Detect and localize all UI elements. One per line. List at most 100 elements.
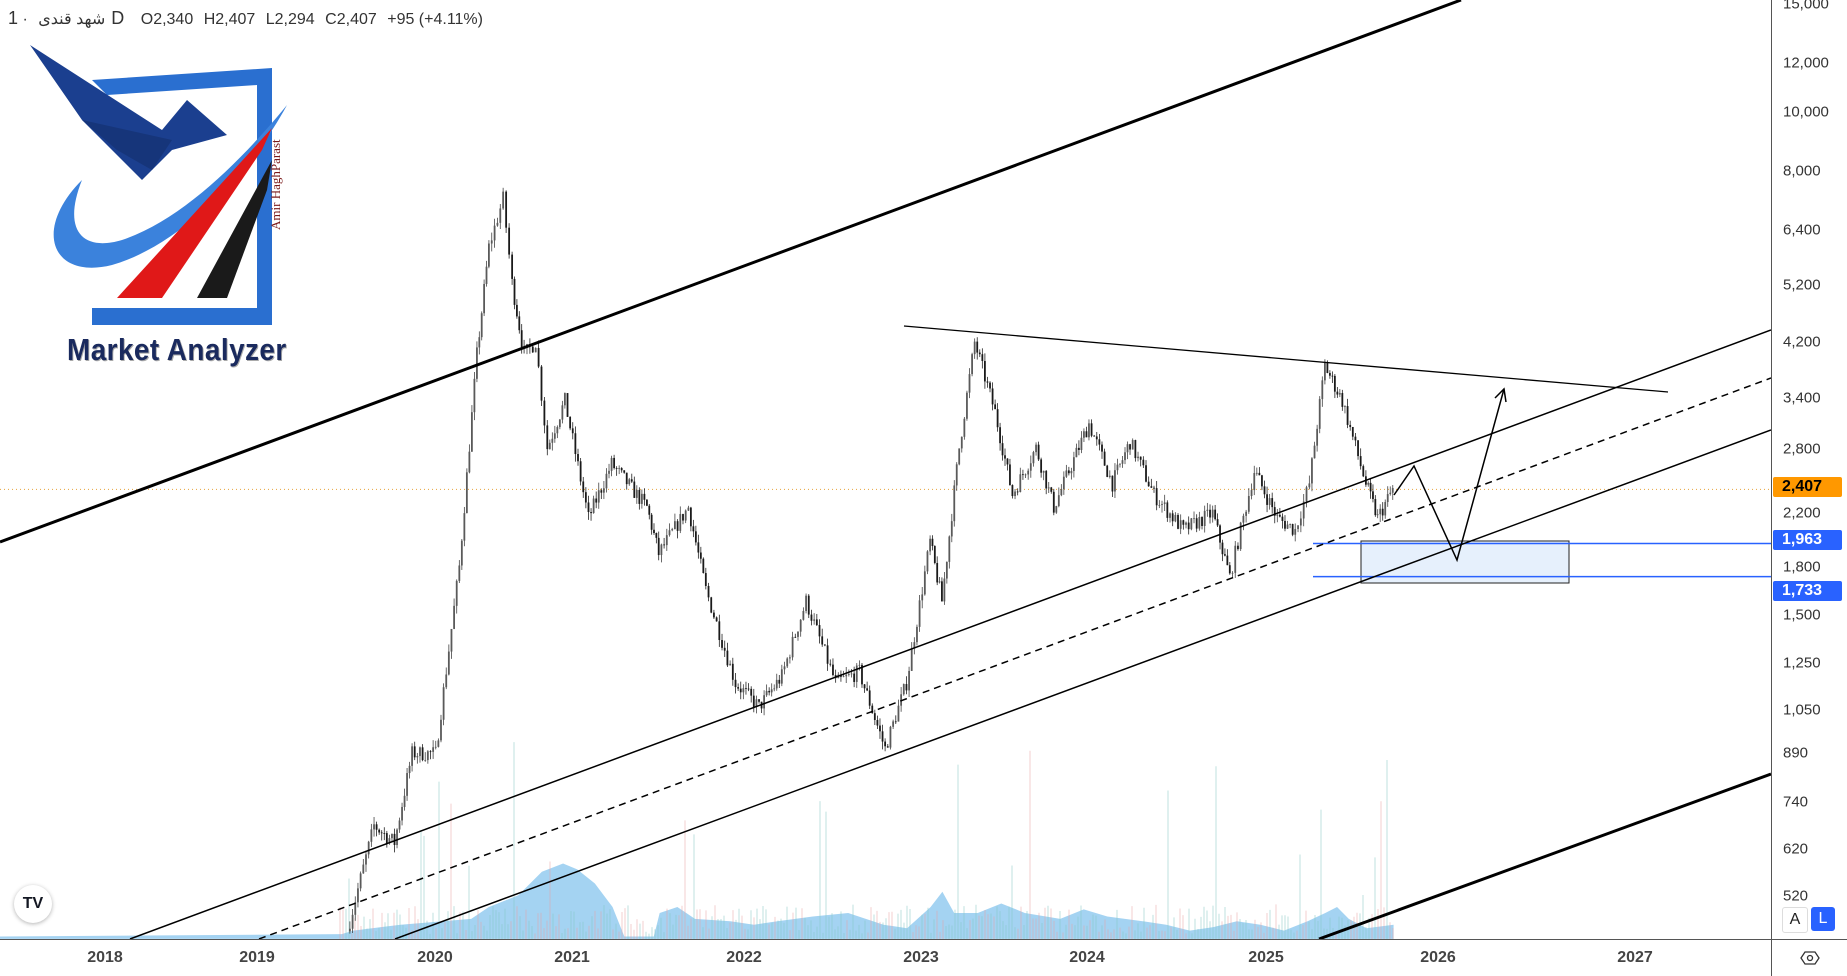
log-scale-button[interactable]: L <box>1811 907 1835 931</box>
candle <box>1035 444 1037 453</box>
tradingview-logo[interactable]: TV <box>14 885 52 923</box>
candle <box>605 473 608 489</box>
candle <box>902 684 905 695</box>
candle <box>543 400 546 426</box>
candle <box>1062 476 1065 490</box>
low-value: 2,294 <box>274 11 315 28</box>
candle <box>630 479 633 482</box>
channel-mid-dashed-line[interactable] <box>258 377 1771 939</box>
candle <box>625 472 628 485</box>
candle <box>362 864 365 874</box>
candle <box>910 648 913 671</box>
candle <box>823 644 826 646</box>
candle <box>1284 520 1286 529</box>
candle <box>1098 439 1101 445</box>
candle <box>1067 470 1070 474</box>
candle <box>590 512 592 514</box>
candle <box>699 552 702 559</box>
candle <box>999 427 1001 444</box>
candle <box>1216 519 1219 526</box>
candle <box>981 354 984 362</box>
candle <box>556 427 559 434</box>
candle <box>478 337 481 348</box>
candle <box>684 510 687 521</box>
candle <box>921 594 924 601</box>
candle <box>829 663 832 665</box>
candle <box>537 347 540 367</box>
candle <box>502 191 505 209</box>
auto-scale-button[interactable]: A <box>1782 907 1808 933</box>
candle <box>1001 443 1004 456</box>
candle <box>1372 491 1374 500</box>
logo-title: Market Analyzer <box>67 332 287 367</box>
candle <box>747 688 750 690</box>
candle <box>1203 510 1206 526</box>
candle <box>1318 399 1321 429</box>
projection-path[interactable] <box>1393 388 1505 563</box>
candle <box>595 498 598 503</box>
candle <box>445 674 448 688</box>
candle <box>905 684 908 691</box>
candle <box>1142 459 1145 466</box>
channel-bottom-line[interactable] <box>394 429 1771 939</box>
candle <box>553 433 556 439</box>
candle <box>1171 513 1174 522</box>
candle <box>726 650 729 666</box>
candle <box>615 468 618 469</box>
candle <box>391 833 393 839</box>
candle <box>721 640 723 648</box>
upper-channel-thick-line[interactable] <box>0 0 1462 544</box>
candle <box>676 521 679 531</box>
candle <box>938 581 941 583</box>
symbol-name[interactable]: شهد قندی <box>38 11 106 28</box>
candle <box>739 688 742 693</box>
candle <box>473 378 476 413</box>
candle <box>1255 472 1258 474</box>
candle <box>894 721 897 723</box>
candle <box>1228 565 1231 574</box>
candle <box>1281 516 1284 521</box>
candle <box>488 243 490 267</box>
price-chart[interactable] <box>0 0 1771 939</box>
time-tick-label: 2020 <box>417 949 453 966</box>
candle <box>991 388 994 405</box>
candle <box>1294 529 1297 535</box>
candle <box>976 341 979 353</box>
candle <box>1226 555 1229 566</box>
candle <box>1024 474 1027 476</box>
candle <box>1276 514 1279 516</box>
candle <box>731 663 734 680</box>
candle <box>941 581 943 602</box>
candle <box>689 507 692 527</box>
settings-eye-icon[interactable] <box>1800 951 1820 965</box>
candle <box>1224 554 1226 556</box>
candle <box>1106 465 1109 477</box>
price-axis[interactable]: 15,000 12,000 10,000 8,000 6,400 5,200 4,200 3,… <box>1771 0 1847 939</box>
candle <box>763 695 765 709</box>
candle <box>1016 491 1019 493</box>
candle <box>1155 488 1158 506</box>
logo-author: Amir HaghParast <box>268 139 283 230</box>
candle <box>1050 487 1053 492</box>
candle <box>1351 426 1354 437</box>
channel-top-line[interactable] <box>129 329 1771 939</box>
descending-resistance-line[interactable] <box>903 325 1669 393</box>
candle <box>789 657 791 659</box>
candle <box>496 222 499 226</box>
candle <box>1131 440 1134 450</box>
candle <box>671 529 674 531</box>
candle <box>868 690 871 706</box>
time-axis[interactable]: 2018 2019 2020 2021 2022 2023 2024 2025 2026 2027 <box>0 939 1771 976</box>
candle <box>1027 470 1030 475</box>
lower-channel-thick-line[interactable] <box>1318 772 1771 939</box>
candle <box>1258 472 1261 476</box>
candle <box>986 381 989 383</box>
interval[interactable]: 1D <box>8 8 125 28</box>
candle <box>1088 423 1090 438</box>
candle <box>815 619 818 626</box>
candle <box>463 513 466 541</box>
candle <box>385 833 388 844</box>
candle <box>1134 440 1137 459</box>
candle <box>850 673 853 675</box>
candle <box>1085 431 1088 438</box>
